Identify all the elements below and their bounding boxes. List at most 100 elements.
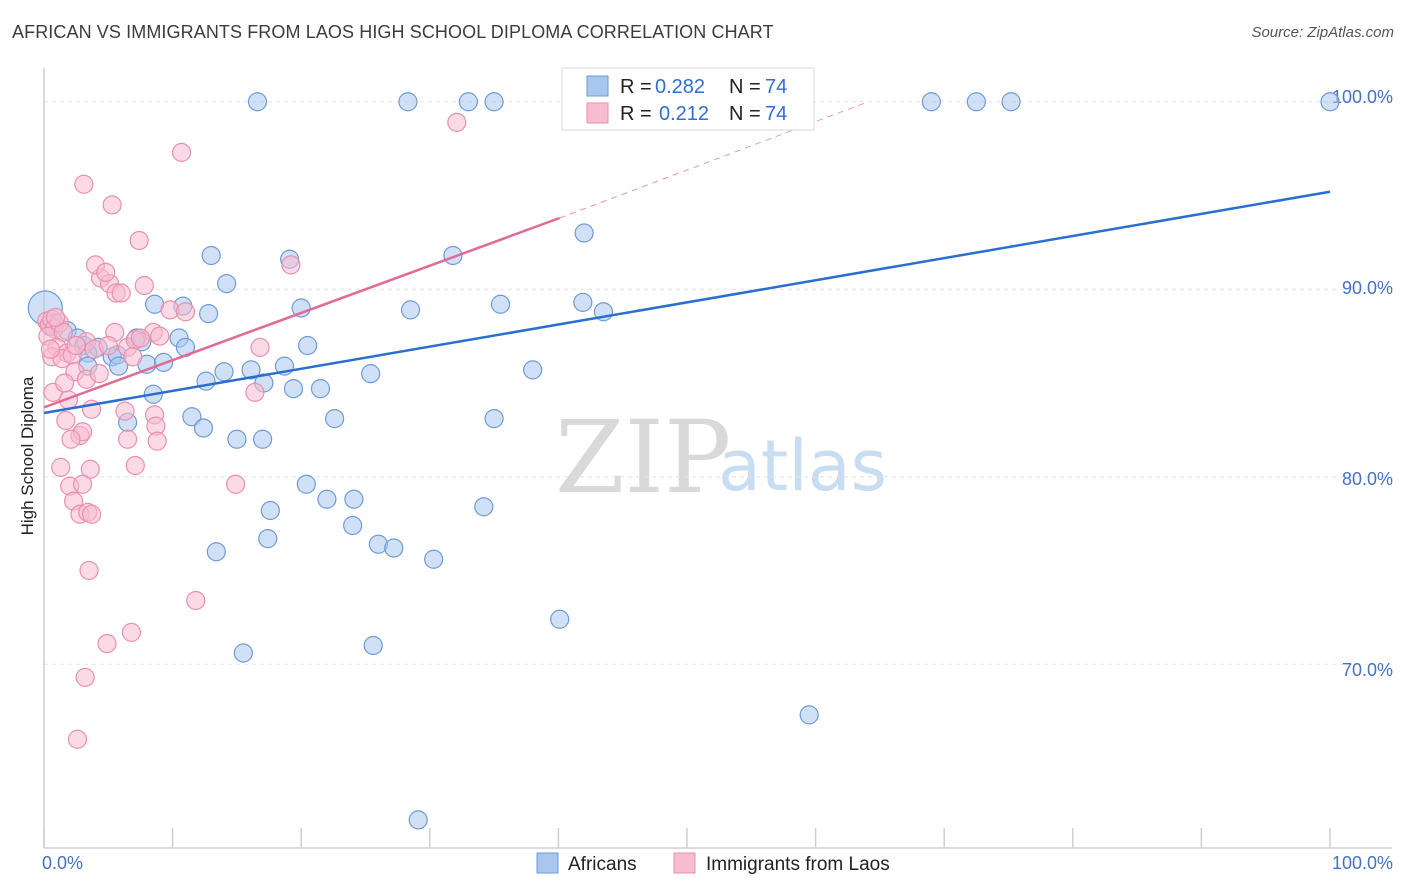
point-laos xyxy=(51,457,71,477)
watermark-atlas: atlas xyxy=(718,425,887,507)
legend-r-label: R = xyxy=(620,76,652,98)
point-africans xyxy=(484,409,504,429)
point-africans xyxy=(550,609,570,629)
point-africans xyxy=(1001,92,1021,112)
point-laos xyxy=(134,275,154,296)
legend-swatch-africans xyxy=(586,75,609,97)
point-africans xyxy=(484,92,504,112)
point-africans xyxy=(182,407,202,427)
point-africans xyxy=(523,360,543,380)
x-tick-marks xyxy=(43,828,1331,848)
point-africans xyxy=(296,474,316,494)
legend-n-value: 74 xyxy=(765,103,787,125)
legend-swatch-laos xyxy=(586,102,609,124)
trend-line-africans xyxy=(43,190,1331,415)
y-tick-label: 100.0% xyxy=(1332,87,1393,107)
point-africans xyxy=(921,92,941,112)
point-laos xyxy=(67,729,88,749)
y-tick-label: 70.0% xyxy=(1342,660,1393,680)
legend-r-value: 0.212 xyxy=(659,103,709,125)
point-laos xyxy=(111,283,131,303)
legend-n-value: 74 xyxy=(765,76,787,98)
point-africans xyxy=(408,810,428,830)
point-laos xyxy=(447,112,467,132)
point-africans xyxy=(206,542,226,562)
point-africans xyxy=(361,364,381,384)
point-laos xyxy=(226,474,246,494)
point-africans xyxy=(310,379,331,399)
point-africans xyxy=(193,418,214,438)
point-laos xyxy=(123,347,143,367)
point-africans xyxy=(1320,92,1340,112)
point-laos xyxy=(81,504,102,524)
point-africans xyxy=(424,549,444,569)
point-africans xyxy=(458,92,478,112)
point-africans xyxy=(260,500,280,521)
point-africans xyxy=(241,360,261,380)
point-africans xyxy=(799,705,819,725)
point-africans xyxy=(317,489,337,509)
point-laos xyxy=(96,262,116,282)
y-tick-label: 90.0% xyxy=(1342,278,1393,298)
point-laos xyxy=(130,328,151,348)
point-africans xyxy=(384,538,404,558)
point-africans xyxy=(343,515,363,536)
point-laos xyxy=(89,364,109,384)
y-tick-label: 80.0% xyxy=(1342,469,1393,489)
point-africans xyxy=(217,274,237,294)
point-africans xyxy=(253,429,273,449)
point-africans xyxy=(490,294,511,314)
point-africans xyxy=(199,304,219,324)
series-laos-points xyxy=(36,112,467,749)
point-laos xyxy=(121,622,142,642)
x-tick-label-min: 0.0% xyxy=(42,853,83,873)
point-laos xyxy=(80,459,100,479)
point-africans xyxy=(258,529,278,549)
point-africans xyxy=(325,409,345,429)
bottom-legend-laos: Immigrants from Laos xyxy=(706,854,890,875)
point-africans xyxy=(108,356,129,376)
point-laos xyxy=(150,326,170,346)
point-africans xyxy=(400,300,421,320)
point-laos xyxy=(66,335,86,356)
point-africans xyxy=(201,245,221,266)
source-label: Source: ZipAtlas.com xyxy=(1251,24,1394,41)
point-laos xyxy=(281,255,301,275)
point-laos xyxy=(172,142,192,162)
point-laos xyxy=(74,174,94,194)
bottom-legend-swatch-africans xyxy=(536,852,559,874)
grid xyxy=(44,101,1392,665)
point-africans xyxy=(298,335,318,356)
point-laos xyxy=(125,455,145,476)
point-africans xyxy=(283,379,304,399)
point-africans xyxy=(214,362,234,382)
point-africans xyxy=(227,429,247,449)
legend-r-label: R = xyxy=(620,103,652,125)
point-africans xyxy=(474,497,494,517)
bottom-legend-africans: Africans xyxy=(568,854,637,875)
point-laos xyxy=(186,590,206,611)
point-africans xyxy=(363,635,383,656)
point-laos xyxy=(97,634,117,654)
point-africans xyxy=(398,92,418,112)
bottom-legend-swatch-laos xyxy=(673,852,696,874)
point-laos xyxy=(54,373,75,393)
chart-title: AFRICAN VS IMMIGRANTS FROM LAOS HIGH SCH… xyxy=(12,22,774,42)
point-africans xyxy=(966,92,986,112)
point-laos xyxy=(40,339,61,359)
point-laos xyxy=(250,337,270,357)
point-laos xyxy=(117,429,138,449)
point-africans xyxy=(247,92,268,112)
point-laos xyxy=(147,431,167,451)
point-africans xyxy=(233,643,253,663)
point-laos xyxy=(75,667,95,687)
point-laos xyxy=(175,302,196,322)
point-laos xyxy=(245,382,265,402)
legend-n-label: N = xyxy=(729,76,761,98)
point-laos xyxy=(56,410,76,431)
trend-line-laos xyxy=(43,216,561,409)
point-laos xyxy=(129,230,149,251)
point-laos xyxy=(98,335,118,356)
y-axis-label: High School Diploma xyxy=(18,376,37,535)
point-laos xyxy=(79,560,99,581)
